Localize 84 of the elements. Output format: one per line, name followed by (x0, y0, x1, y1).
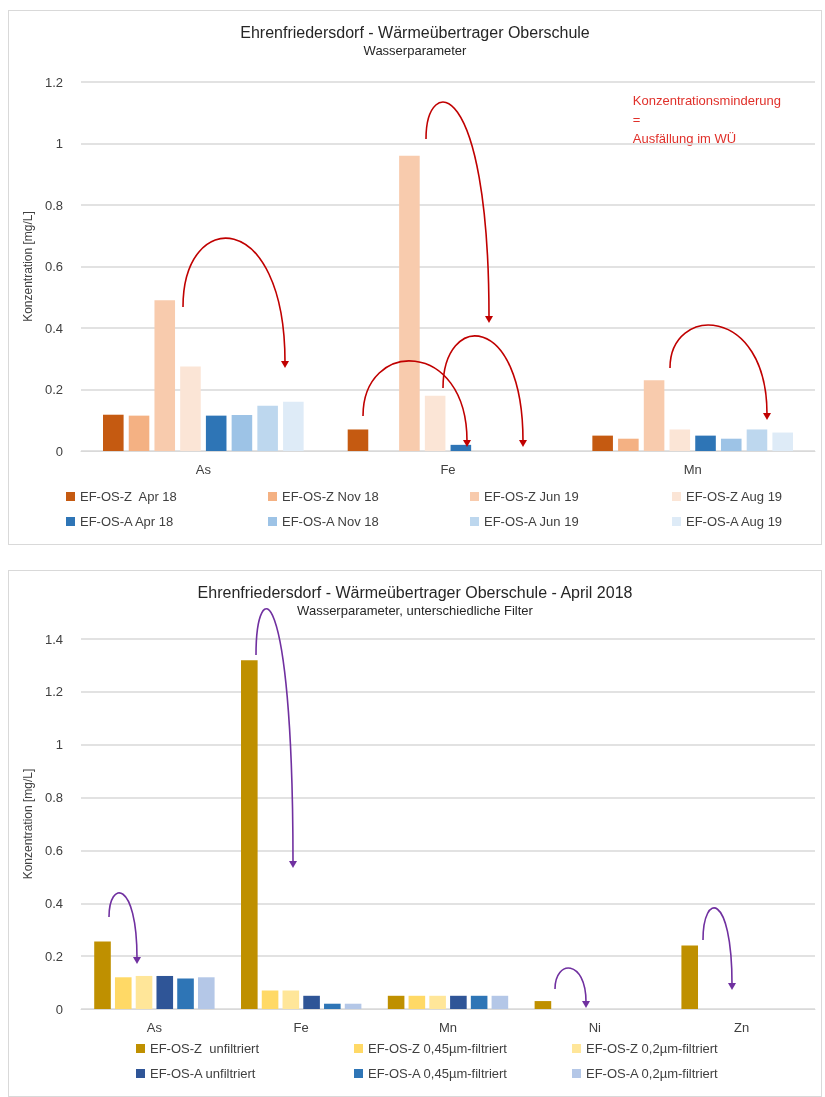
legend-label: EF-OS-Z 0,45µm-filtriert (368, 1041, 508, 1056)
bar (135, 975, 153, 1009)
x-tick-label: As (146, 1020, 163, 1035)
legend-label: EF-OS-A 0,2µm-filtriert (586, 1066, 719, 1081)
bar (156, 975, 174, 1009)
bar (283, 401, 304, 451)
y-tick-label: 0.6 (44, 842, 63, 858)
chart-subtitle: Wasserparameter (363, 43, 468, 58)
bar (231, 415, 253, 451)
legend-label: EF-OS-A Apr 18 (80, 514, 174, 529)
x-tick-label: Fe (440, 462, 456, 477)
y-tick-label: 1 (55, 136, 63, 151)
y-tick-label: 0.2 (44, 948, 63, 964)
x-tick-label: As (195, 462, 212, 477)
bar (241, 660, 258, 1009)
legend-label: EF-OS-Z Aug 19 (686, 489, 783, 504)
chart-title: Ehrenfriedersdorf - Wärmeübertrager Oberschule - April 2018 (197, 583, 633, 601)
y-axis-title: Konzentration [mg/L] (21, 211, 36, 322)
bar (257, 405, 278, 451)
bar (429, 995, 446, 1009)
chart-subtitle: Wasserparameter, unterschiedliche Filter (297, 603, 534, 618)
bar (347, 429, 369, 451)
bar (746, 429, 768, 451)
bar (491, 995, 509, 1009)
legend-label: EF-OS-Z Apr 18 (80, 489, 177, 504)
legend-label: EF-OS-Z Jun 19 (484, 489, 579, 504)
legend-label: EF-OS-Z unfiltriert (150, 1041, 260, 1056)
y-tick-label: 0.6 (44, 259, 63, 274)
y-tick-label: 0 (55, 443, 63, 459)
bar (205, 415, 227, 451)
legend-label: EF-OS-A 0,45µm-filtriert (368, 1066, 508, 1081)
chart-title: Ehrenfriedersdorf - Wärmeübertrager Oberschule (240, 23, 590, 41)
bar (197, 977, 215, 1009)
bar (387, 995, 405, 1009)
legend-label: EF-OS-A Aug 19 (686, 514, 783, 529)
x-tick-label: Ni (588, 1020, 602, 1035)
bar (772, 432, 793, 451)
x-tick-label: Mn (438, 1020, 458, 1035)
y-tick-label: 0.8 (44, 197, 63, 213)
bar (669, 429, 691, 451)
bar (177, 978, 194, 1009)
bar (303, 995, 320, 1009)
bar (592, 435, 613, 451)
bar (399, 155, 420, 451)
x-tick-label: Zn (734, 1020, 750, 1035)
bar (534, 1001, 552, 1009)
y-tick-label: 0.8 (44, 790, 63, 806)
bar (695, 435, 716, 451)
bar (424, 395, 446, 451)
legend-label: EF-OS-Z 0,2µm-filtriert (586, 1041, 719, 1056)
y-tick-label: 0 (55, 1001, 63, 1017)
bar (94, 941, 111, 1009)
bar (643, 380, 665, 451)
y-tick-label: 1 (55, 737, 63, 753)
x-tick-label: Fe (293, 1020, 309, 1035)
bar (618, 438, 639, 451)
y-axis-title: Konzentration [mg/L] (21, 768, 36, 880)
y-tick-label: 0.4 (44, 320, 63, 336)
bar (114, 977, 132, 1009)
bar (128, 415, 150, 451)
bar (720, 438, 742, 451)
y-tick-label: 1.2 (44, 74, 63, 90)
y-tick-label: 0.4 (44, 895, 63, 911)
legend-label: EF-OS-Z Nov 18 (282, 489, 379, 504)
bar (103, 414, 124, 451)
bar (180, 366, 201, 451)
x-tick-label: Mn (683, 462, 702, 477)
bar (261, 990, 279, 1009)
y-tick-label: 0.2 (44, 382, 63, 397)
bar (344, 1003, 362, 1009)
bar (681, 945, 699, 1009)
legend-label: EF-OS-A Jun 19 (484, 514, 579, 529)
legend-label: EF-OS-A unfiltriert (150, 1066, 256, 1081)
bar (154, 300, 176, 451)
legend-label: EF-OS-A Nov 18 (282, 514, 379, 529)
bar (450, 444, 472, 451)
bar (470, 995, 488, 1009)
y-tick-label: 1.4 (44, 631, 63, 647)
annotation: Konzentrationsminderung = Ausfällung im WÜ (632, 93, 782, 146)
bar (408, 995, 426, 1009)
bar (324, 1003, 341, 1009)
bar (282, 990, 300, 1009)
bar (450, 995, 467, 1009)
y-tick-label: 1.2 (44, 684, 63, 700)
